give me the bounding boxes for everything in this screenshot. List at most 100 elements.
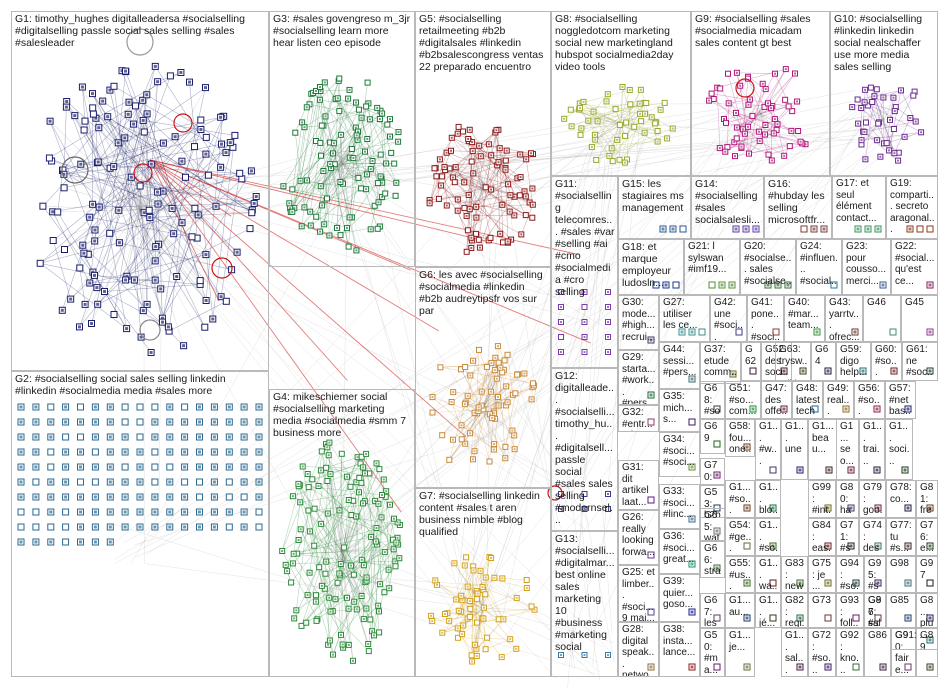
- group-box-g83: G83: new: [781, 556, 808, 593]
- graph-edge: [476, 619, 499, 623]
- graph-edge: [341, 163, 379, 203]
- graph-edge: [92, 271, 127, 329]
- graph-node: [197, 116, 205, 124]
- graph-edge: [94, 120, 144, 276]
- graph-edge: [460, 557, 492, 612]
- graph-edge: [318, 567, 323, 586]
- group-box-g99: G99: #int...: [808, 480, 836, 518]
- group-box-g92: G92: kno...: [836, 628, 864, 677]
- graph-edge: [454, 181, 512, 240]
- graph-edge: [302, 466, 380, 470]
- group-box-g21: G21: l sylswan #imf19...: [684, 239, 740, 295]
- graph-node: [91, 448, 99, 456]
- graph-node: [202, 133, 210, 141]
- graph-edge: [301, 86, 321, 227]
- graph-edge: [448, 620, 478, 657]
- group-label: G25: et limber... #soci... 9 mai...: [622, 567, 658, 622]
- graph-edge: [130, 188, 344, 564]
- graph-node: [77, 403, 84, 411]
- group-box-g33: G33: #soci... #linc...: [659, 484, 700, 529]
- graph-edge: [320, 135, 357, 187]
- graph-edge: [301, 551, 343, 627]
- graph-edge: [766, 113, 890, 132]
- graph-edge: [568, 109, 636, 350]
- graph-edge: [325, 154, 567, 478]
- graph-edge: [571, 108, 616, 127]
- graph-node-avatar: [126, 112, 130, 116]
- group-label: G39: quier... goso...: [663, 576, 696, 610]
- graph-edge: [329, 163, 343, 236]
- graph-edge: [474, 349, 480, 452]
- graph-edge: [293, 551, 343, 555]
- graph-node-avatar: [153, 64, 157, 68]
- graph-node: [36, 259, 44, 267]
- group-box-g47: G47: des offe...: [761, 381, 792, 419]
- graph-edge: [594, 103, 640, 136]
- group-label: G1... #w...: [759, 421, 778, 467]
- group-label: G7: #socialselling linkedin content #sal…: [419, 490, 543, 538]
- graph-node-avatar: [153, 278, 157, 282]
- graph-edge: [369, 119, 391, 137]
- graph-edge: [329, 131, 359, 165]
- graph-edge: [478, 145, 484, 186]
- graph-node: [89, 104, 97, 112]
- graph-edge: [49, 121, 110, 234]
- graph-edge: [324, 518, 395, 589]
- graph-node: [62, 508, 70, 516]
- graph-edge: [324, 82, 373, 162]
- graph-edge: [589, 127, 858, 638]
- group-label: G75: je ...: [812, 558, 831, 592]
- graph-edge: [469, 184, 484, 210]
- graph-node-avatar: [161, 320, 164, 324]
- graph-node-avatar: [212, 465, 216, 469]
- graph-edge: [330, 474, 343, 553]
- group-box-g80: G80: hac...: [836, 480, 859, 518]
- group-label: G34: #soci... #soci...: [663, 434, 698, 468]
- group-box-g94: G94: #so...: [836, 556, 864, 593]
- graph-node-avatar: [168, 450, 172, 454]
- graph-node-avatar: [93, 435, 97, 439]
- graph-edge: [139, 209, 163, 319]
- graph-edge: [356, 609, 369, 645]
- graph-edge: [315, 539, 394, 602]
- graph-node: [225, 478, 233, 486]
- group-label: G42: une #soci...: [714, 297, 743, 342]
- graph-node-avatar: [168, 420, 172, 424]
- graph-node-avatar: [242, 480, 246, 484]
- graph-edge: [146, 123, 787, 555]
- graph-edge: [139, 209, 144, 311]
- graph-edge: [308, 503, 379, 511]
- graph-edge: [332, 153, 381, 177]
- group-box-g48: G48: latest tech: [792, 381, 823, 419]
- graph-node-avatar: [93, 510, 97, 514]
- graph-edge: [330, 474, 342, 635]
- graph-edge: [482, 409, 506, 459]
- graph-edge: [292, 163, 343, 213]
- graph-edge: [325, 116, 343, 164]
- graph-edge: [482, 354, 508, 410]
- group-label: G27: utiliser les ce...: [663, 297, 698, 331]
- graph-edge: [578, 109, 612, 149]
- group-label: G82: regi...: [785, 595, 805, 628]
- graph-edge: [97, 228, 251, 305]
- graph-edge: [478, 184, 484, 240]
- graph-edge: [563, 112, 736, 666]
- graph-edge: [127, 195, 580, 320]
- group-label: G44: sessi... #pers...: [663, 344, 697, 378]
- graph-node-avatar: [79, 465, 82, 469]
- group-label: G71: #so... #so...: [840, 520, 854, 555]
- graph-edge: [66, 106, 141, 211]
- graph-edge: [97, 161, 174, 234]
- group-label: G2: #socialselling social sales selling …: [15, 373, 229, 397]
- graph-edge: [330, 167, 349, 247]
- graph-edge: [475, 123, 620, 581]
- graph-edge: [323, 170, 328, 199]
- graph-node-avatar: [179, 71, 183, 74]
- graph-node-avatar: [94, 116, 98, 120]
- graph-edge: [102, 100, 145, 133]
- graph-edge: [467, 230, 491, 239]
- graph-edge: [352, 153, 595, 180]
- graph-edge: [719, 88, 749, 127]
- graph-node-avatar: [170, 206, 174, 210]
- graph-node-avatar: [242, 405, 246, 409]
